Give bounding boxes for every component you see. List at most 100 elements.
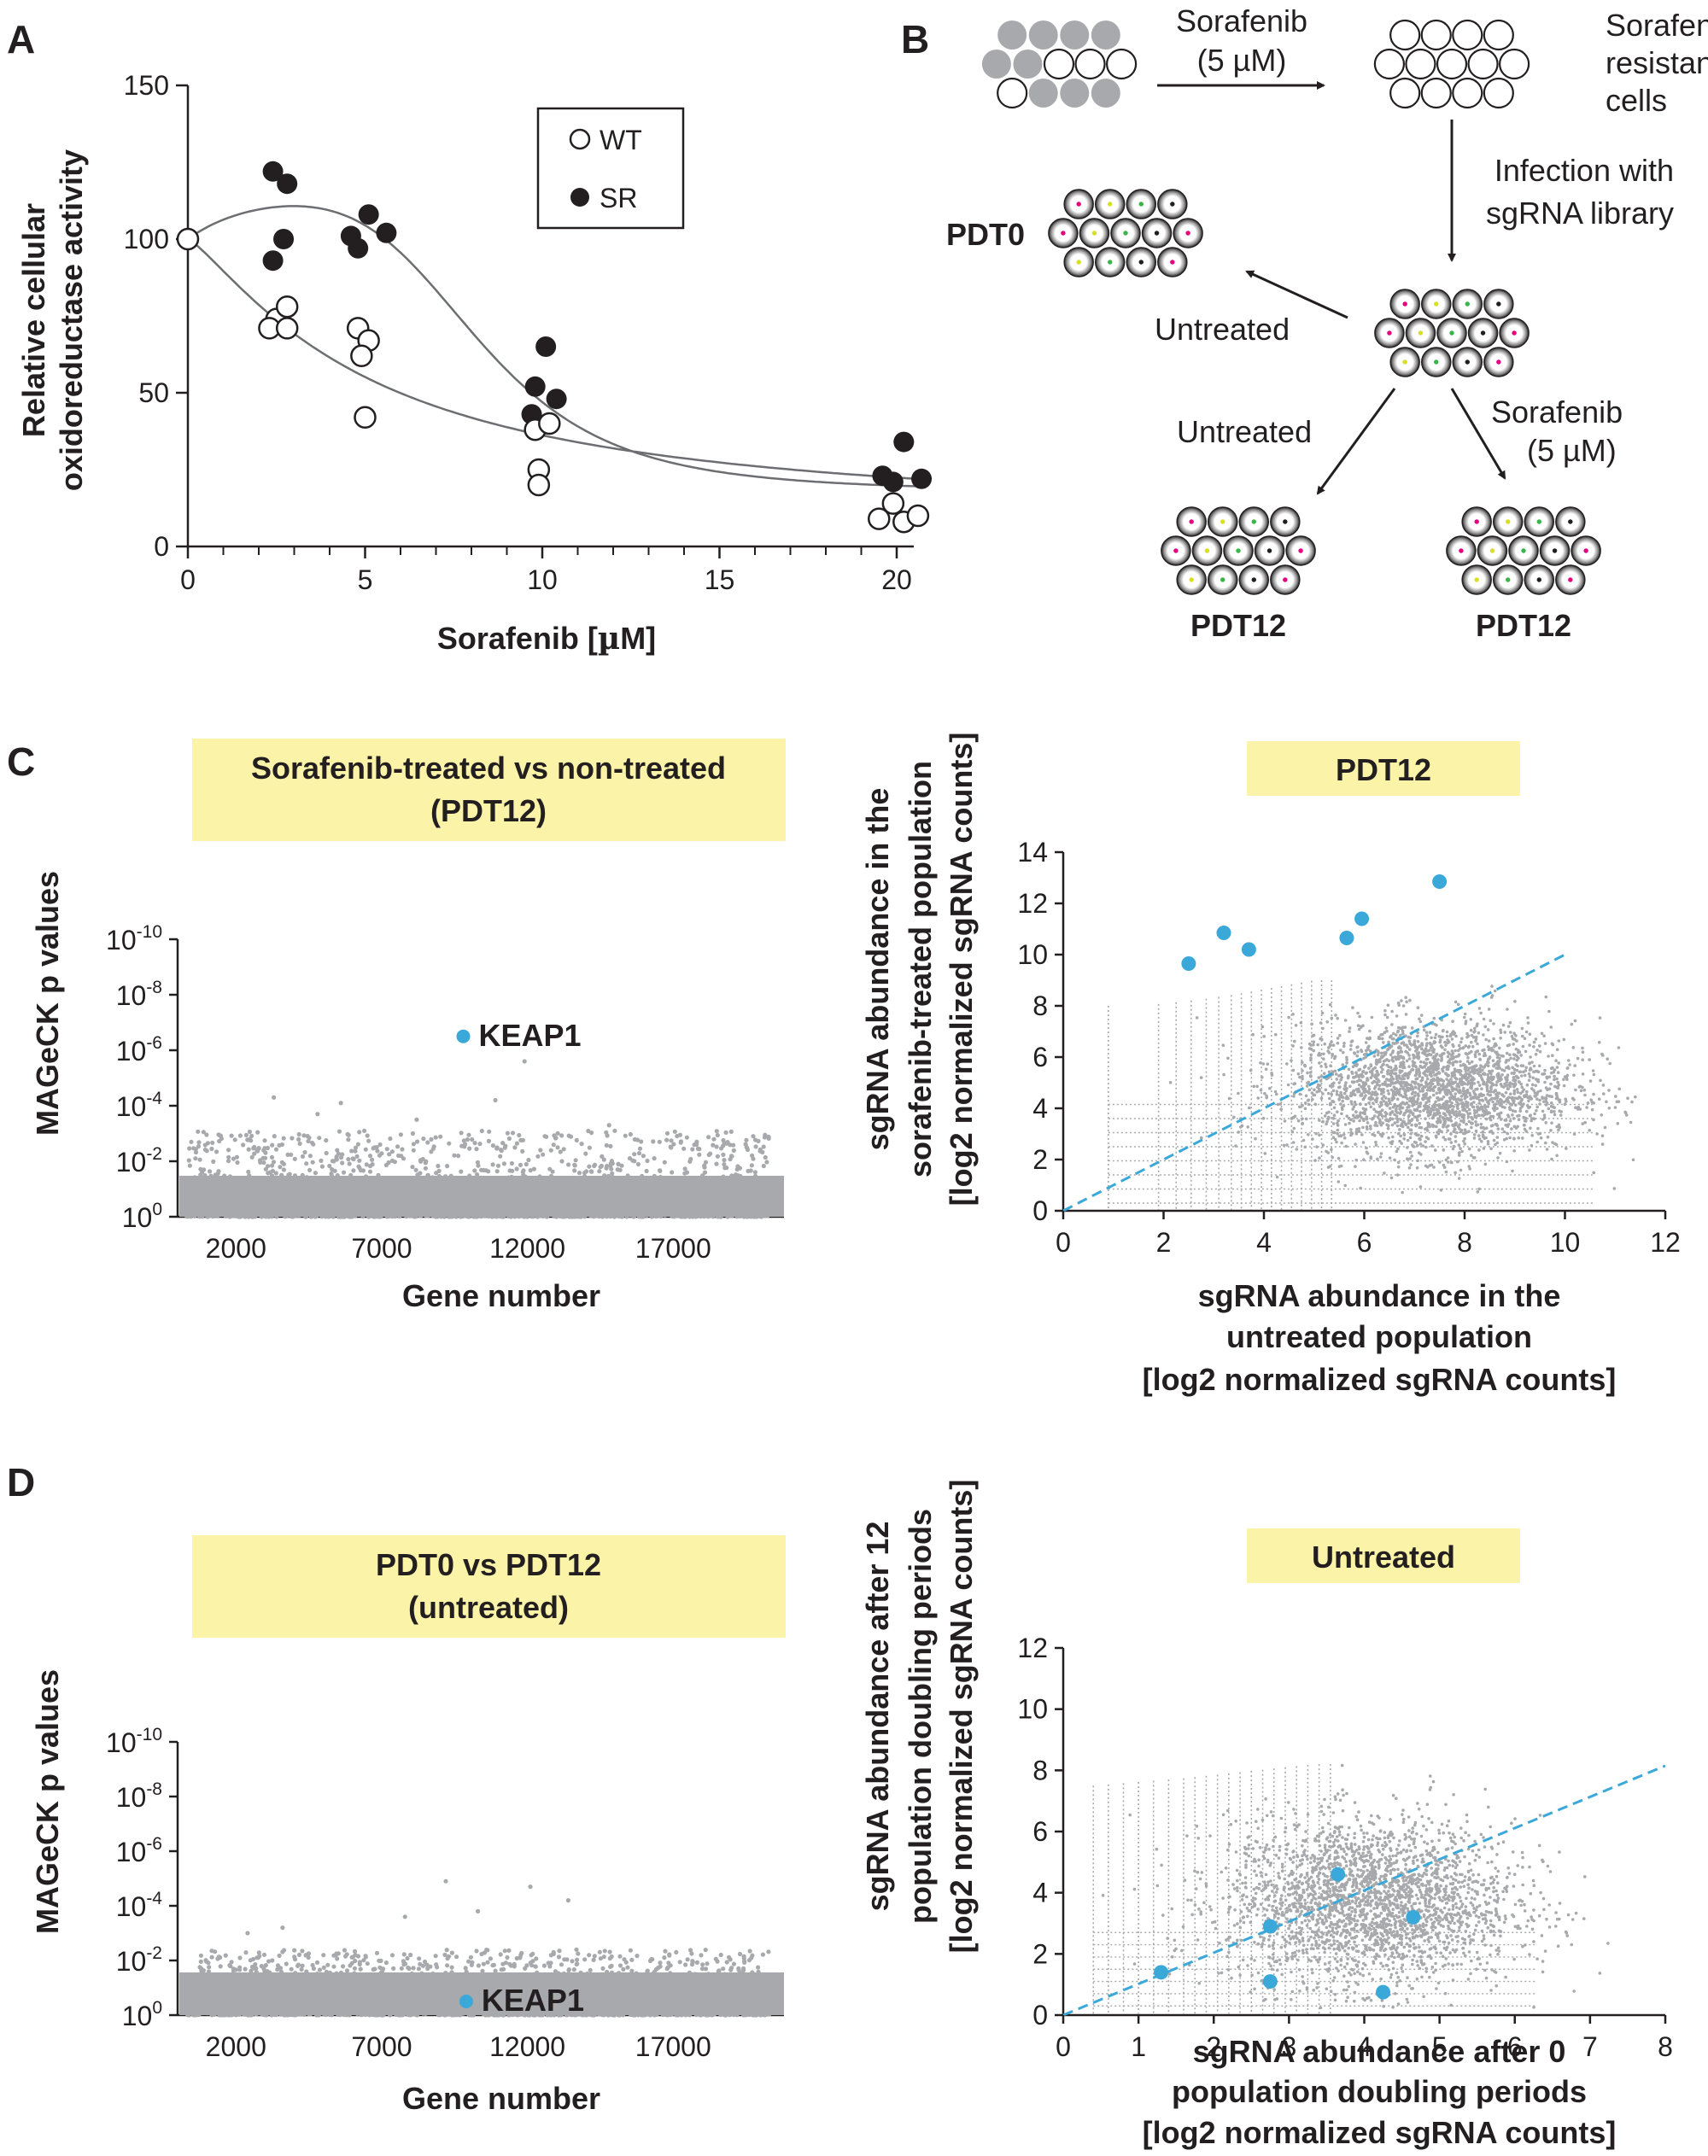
sgrna-point	[1506, 1025, 1511, 1028]
sgrna-point	[1512, 1043, 1515, 1046]
sgrna-point	[1552, 1105, 1555, 1109]
sgrna-point	[1394, 1033, 1398, 1037]
gene-point	[273, 1171, 278, 1176]
sgrna-point	[1259, 1061, 1262, 1065]
gene-point	[238, 1188, 243, 1193]
sgrna-point	[1534, 1037, 1538, 1041]
sgrna-point	[1451, 1087, 1455, 1090]
gene-point	[335, 1173, 340, 1178]
sgrna-point	[1353, 1052, 1357, 1055]
sgrna-point	[1582, 1088, 1587, 1092]
gene-point	[515, 1198, 520, 1203]
sgrna-point	[1372, 1079, 1376, 1084]
sgrna-point	[1422, 1060, 1426, 1064]
gene-point	[490, 1143, 496, 1148]
sgrna-point	[1401, 1095, 1405, 1099]
sgrna-point	[1481, 1131, 1484, 1134]
sgrna-point	[1292, 1095, 1296, 1098]
gene-point	[210, 1194, 215, 1199]
sgrna-point	[1442, 1101, 1446, 1106]
sgrna-point	[1356, 1089, 1360, 1093]
sgrna-point	[1399, 1134, 1402, 1138]
gene-point	[237, 1214, 242, 1219]
gene-point	[664, 1137, 670, 1142]
gene-point	[384, 1147, 389, 1152]
sgrna-point	[1544, 995, 1548, 999]
gene-point	[766, 1949, 771, 1954]
gene-point	[202, 1167, 207, 1172]
sgrna-point	[1448, 1137, 1452, 1141]
sgrna-point	[1459, 1072, 1463, 1077]
panel-a: A Relative cellular oxidoreductase activ…	[7, 17, 933, 657]
gene-point	[470, 1136, 475, 1142]
gene-point	[420, 1189, 425, 1195]
gene-point	[385, 1202, 390, 1207]
sgrna-point	[1368, 1125, 1372, 1128]
sgrna-point	[1335, 1090, 1339, 1093]
sgrna-point	[1474, 1035, 1478, 1039]
sgrna-point	[1358, 1014, 1361, 1019]
sgrna-point	[1395, 1097, 1400, 1101]
sgrna-point	[1354, 1165, 1357, 1168]
sgrna-point	[1361, 1070, 1365, 1074]
gene-point	[743, 1207, 748, 1212]
gene-point	[533, 1204, 538, 1209]
sgrna-point	[1405, 1000, 1408, 1004]
sgrna-point	[1349, 1118, 1353, 1122]
sgrna-point	[1232, 1115, 1236, 1119]
gene-point	[377, 1189, 382, 1194]
gene-point	[591, 1181, 596, 1186]
sgrna-point	[1572, 1132, 1576, 1136]
sgrna-point	[1454, 1034, 1458, 1038]
sgrna-point	[1255, 1084, 1259, 1089]
sgrna-point	[1424, 1043, 1429, 1048]
sgrna-point	[1431, 1093, 1436, 1097]
gene-point	[263, 1211, 268, 1216]
sgrna-point	[1512, 1117, 1516, 1120]
sgrna-point	[1435, 1136, 1438, 1139]
cell-dot	[1138, 260, 1144, 265]
sgrna-point	[1469, 1028, 1473, 1032]
sgrna-point	[1514, 1047, 1518, 1051]
gene-point	[511, 1205, 516, 1211]
sgrna-point	[1375, 1081, 1379, 1084]
panel-c-right-ylabel-1: sgRNA abundance in the	[860, 788, 895, 1151]
sgrna-point	[1518, 1107, 1523, 1110]
sgrna-point	[1374, 1143, 1378, 1147]
gene-point	[347, 1212, 353, 1218]
sgrna-point	[1591, 1069, 1595, 1072]
gene-point	[588, 1208, 594, 1213]
cell	[1074, 48, 1106, 80]
sgrna-point	[1300, 1046, 1303, 1049]
gene-point	[588, 1213, 594, 1218]
sgrna-point	[1555, 1066, 1559, 1069]
label-pdt12-left: PDT12	[1190, 608, 1286, 643]
sgrna-point	[1375, 1096, 1379, 1100]
sgrna-point	[1367, 1101, 1371, 1105]
gene-point	[421, 1136, 426, 1142]
sgrna-point	[1409, 1150, 1413, 1154]
gene-point	[524, 1174, 529, 1179]
gene-point	[450, 1195, 455, 1201]
sgrna-point	[1484, 1063, 1488, 1066]
sgrna-point	[1492, 1037, 1495, 1041]
sgrna-point	[1262, 1035, 1266, 1038]
sgrna-point	[1429, 1043, 1432, 1046]
gene-point	[317, 1136, 322, 1141]
sgrna-point	[1311, 1137, 1314, 1141]
gene-point	[411, 1206, 416, 1211]
sgrna-point	[1330, 1092, 1333, 1096]
gene-point	[682, 1212, 687, 1218]
gene-point	[593, 1209, 598, 1214]
sgrna-point	[1508, 1020, 1512, 1025]
sgrna-point	[1457, 1043, 1461, 1048]
sgrna-point	[1336, 1037, 1340, 1040]
sgrna-point	[1326, 1151, 1330, 1154]
sgrna-point	[1590, 1107, 1594, 1112]
sgrna-point	[1390, 1009, 1394, 1014]
sgrna-point	[1460, 1115, 1465, 1119]
sgrna-point	[1615, 1100, 1619, 1104]
y-tick-label: 4	[1032, 1093, 1048, 1124]
sgrna-point	[1468, 1091, 1471, 1096]
sgrna-point	[1467, 1061, 1471, 1066]
